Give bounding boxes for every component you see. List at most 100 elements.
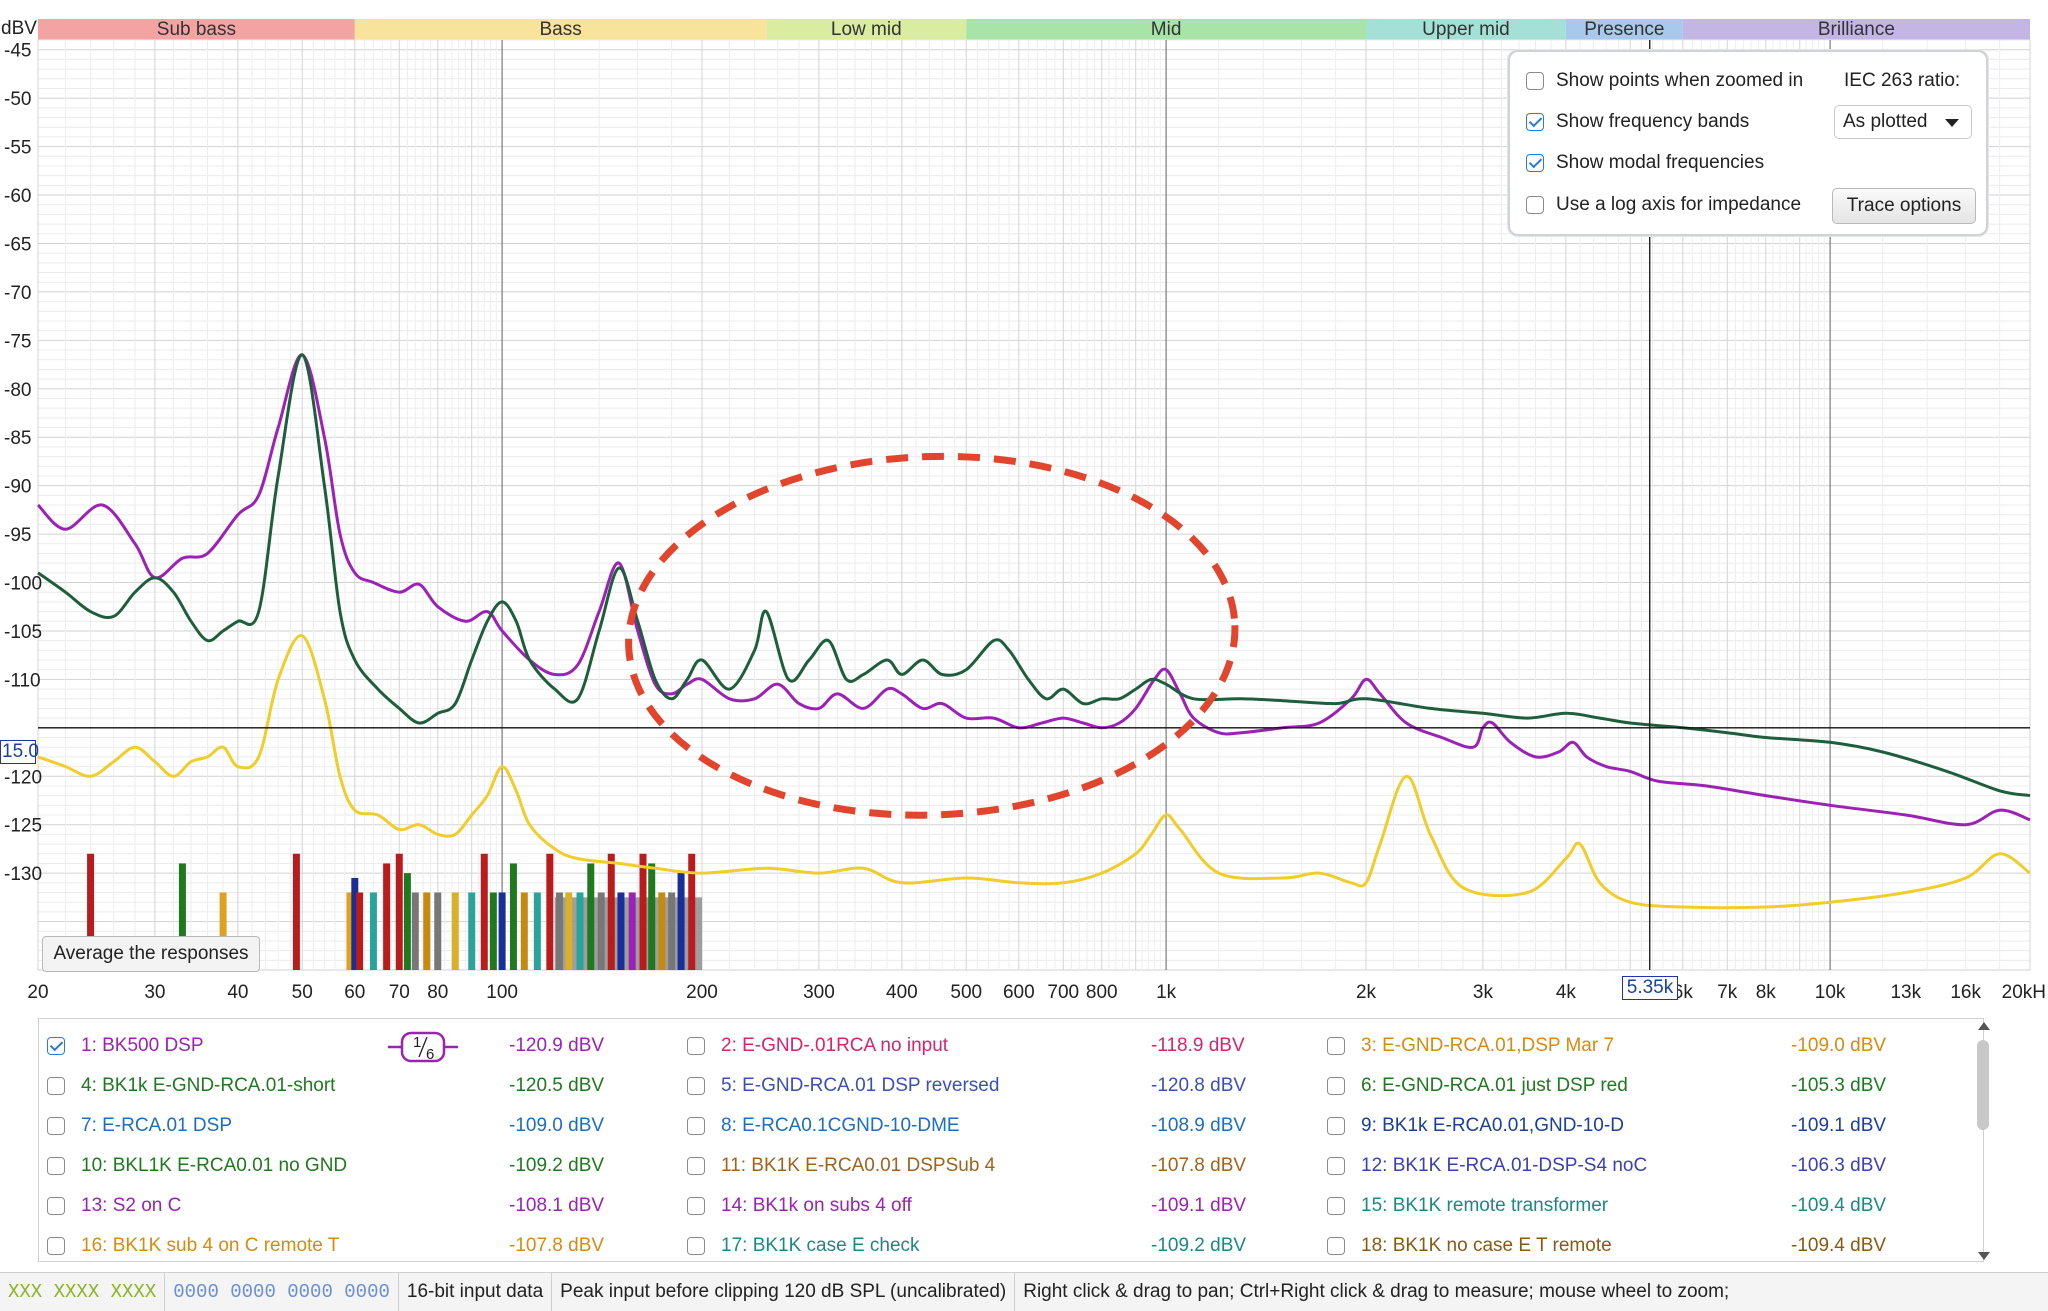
measurement-checkbox[interactable] [1327,1197,1345,1215]
band-1 [354,19,767,40]
modal-marker-24 [565,892,573,970]
show-bands-label: Show frequency bands [1556,111,1750,132]
measurement-item[interactable]: 18: BK1K no case E T remote [1327,1231,1612,1261]
scroll-thumb[interactable] [1977,1040,1989,1130]
iec-ratio-label: IEC 263 ratio: [1844,70,1961,91]
modal-marker-23 [555,892,563,970]
x-tick-label: 16k [1950,982,1981,1003]
measurement-name[interactable]: 11: BK1K E-RCA0.01 DSPSub 4 [721,1155,996,1176]
measurement-name[interactable]: 3: E-GND-RCA.01,DSP Mar 7 [1361,1035,1615,1056]
show-bands-option[interactable]: Show frequency bands [1526,111,1749,133]
measurement-item[interactable]: 17: BK1K case E check [687,1231,920,1261]
measurement-item[interactable]: 10: BKL1K E-RCA0.01 no GND [47,1151,347,1181]
measurement-item[interactable]: 4: BK1k E-GND-RCA.01-short [47,1071,335,1101]
x-tick-label: 80 [427,982,448,1003]
measurement-level: -118.9 dBV [1151,1035,1245,1056]
measurement-name[interactable]: 16: BK1K sub 4 on C remote T [81,1235,340,1256]
log-impedance-checkbox[interactable] [1526,196,1544,214]
show-points-option[interactable]: Show points when zoomed in [1526,70,1803,92]
legend-scrollbar[interactable] [1972,1018,1996,1262]
measurement-name[interactable]: 15: BK1K remote transformer [1361,1195,1609,1216]
show-points-checkbox[interactable] [1526,72,1544,90]
measurement-checkbox[interactable] [1327,1077,1345,1095]
measurement-item[interactable]: 11: BK1K E-RCA0.01 DSPSub 4 [687,1151,995,1181]
measurement-level: -109.1 dBV [1151,1195,1247,1216]
measurement-item[interactable]: 5: E-GND-RCA.01 DSP reversed [687,1071,999,1101]
measurement-checkbox[interactable] [47,1037,65,1055]
measurement-checkbox[interactable] [47,1157,65,1175]
show-bands-checkbox[interactable] [1526,113,1544,131]
measurement-name[interactable]: 10: BKL1K E-RCA0.01 no GND [81,1155,348,1176]
measurement-name[interactable]: 6: E-GND-RCA.01 just DSP red [1361,1075,1628,1096]
modal-marker-33 [658,892,666,970]
show-modal-checkbox[interactable] [1526,154,1544,172]
measurement-name[interactable]: 14: BK1k on subs 4 off [721,1195,912,1216]
measurement-level: -109.1 dBV [1791,1115,1887,1136]
log-impedance-option[interactable]: Use a log axis for impedance [1526,194,1801,216]
measurement-name[interactable]: 9: BK1k E-RCA0.01,GND-10-D [1361,1115,1624,1136]
measurement-item[interactable]: 9: BK1k E-RCA0.01,GND-10-D [1327,1111,1624,1141]
measurement-name[interactable]: 8: E-RCA0.1CGND-10-DME [721,1115,960,1136]
modal-marker-19 [509,863,517,970]
measurement-checkbox[interactable] [687,1117,705,1135]
measurement-name[interactable]: 7: E-RCA.01 DSP [81,1115,232,1136]
chevron-down-icon [1945,119,1959,127]
measurement-checkbox[interactable] [1327,1037,1345,1055]
measurement-item[interactable]: 13: S2 on C [47,1191,181,1221]
measurement-item[interactable]: 15: BK1K remote transformer [1327,1191,1608,1221]
measurement-checkbox[interactable] [47,1117,65,1135]
measurement-checkbox[interactable] [47,1197,65,1215]
modal-marker-18 [498,892,506,970]
measurement-item[interactable]: 16: BK1K sub 4 on C remote T [47,1231,339,1261]
measurement-name[interactable]: 13: S2 on C [81,1195,182,1216]
measurement-item[interactable]: 12: BK1K E-RCA.01-DSP-S4 noC [1327,1151,1647,1181]
measurement-checkbox[interactable] [687,1037,705,1055]
measurement-checkbox[interactable] [687,1077,705,1095]
measurement-name[interactable]: 17: BK1K case E check [721,1235,920,1256]
smoothing-indicator[interactable]: 1 6 [388,1030,458,1064]
measurement-item[interactable]: 2: E-GND-.01RCA no input [687,1031,948,1061]
measurement-name[interactable]: 18: BK1K no case E T remote [1361,1235,1612,1256]
measurement-level: -109.0 dBV [509,1115,605,1136]
measurement-checkbox[interactable] [47,1077,65,1095]
show-modal-option[interactable]: Show modal frequencies [1526,152,1764,174]
modal-marker-13 [434,892,442,970]
measurement-item[interactable]: 1: BK500 DSP [47,1031,204,1061]
measurement-name[interactable]: 2: E-GND-.01RCA no input [721,1035,949,1056]
highlight-ellipse [625,452,1239,819]
measurement-checkbox[interactable] [687,1237,705,1255]
frequency-response-plot[interactable]: Sub bass Bass Low mid Mid Upper mid Presence B… [0,0,2048,1010]
measurement-name[interactable]: 5: E-GND-RCA.01 DSP reversed [721,1075,1000,1096]
measurement-checkbox[interactable] [1327,1237,1345,1255]
measurement-name[interactable]: 12: BK1K E-RCA.01-DSP-S4 noC [1361,1155,1648,1176]
measurement-level: -109.2 dBV [509,1155,605,1176]
scroll-down-icon[interactable] [1978,1252,1990,1260]
measurement-item[interactable]: 7: E-RCA.01 DSP [47,1111,232,1141]
measurement-name[interactable]: 1: BK500 DSP [81,1035,204,1056]
x-tick-label: 50 [292,982,313,1003]
measurement-name[interactable]: 4: BK1k E-GND-RCA.01-short [81,1075,336,1096]
measurement-item[interactable]: 8: E-RCA0.1CGND-10-DME [687,1111,960,1141]
measurement-checkbox[interactable] [1327,1157,1345,1175]
modal-marker-22 [546,853,554,970]
measurement-item[interactable]: 6: E-GND-RCA.01 just DSP red [1327,1071,1628,1101]
status-bar: XXX XXXX XXXX 0000 0000 0000 0000 16-bit… [0,1272,2048,1311]
measurement-item[interactable]: 3: E-GND-RCA.01,DSP Mar 7 [1327,1031,1614,1061]
measurement-checkbox[interactable] [687,1157,705,1175]
measurement-level: -120.8 dBV [1151,1075,1247,1096]
scroll-up-icon[interactable] [1978,1022,1990,1030]
series-line-0 [36,353,2031,827]
iec-ratio-dropdown[interactable]: As plotted [1834,105,1972,139]
modal-marker-25 [576,892,584,970]
green-readout: XXX XXXX XXXX [0,1273,166,1311]
smoothing-slash [418,1036,428,1058]
y-tick-label: -95 [4,525,31,546]
peak-input-status: Peak input before clipping 120 dB SPL (u… [552,1273,1016,1311]
measurement-item[interactable]: 14: BK1k on subs 4 off [687,1191,912,1221]
measurement-checkbox[interactable] [1327,1117,1345,1135]
trace-options-button[interactable]: Trace options [1832,188,1976,224]
average-responses-button[interactable]: Average the responses [42,936,260,972]
measurement-checkbox[interactable] [47,1237,65,1255]
measurement-checkbox[interactable] [687,1197,705,1215]
modal-marker-30 [628,892,636,970]
